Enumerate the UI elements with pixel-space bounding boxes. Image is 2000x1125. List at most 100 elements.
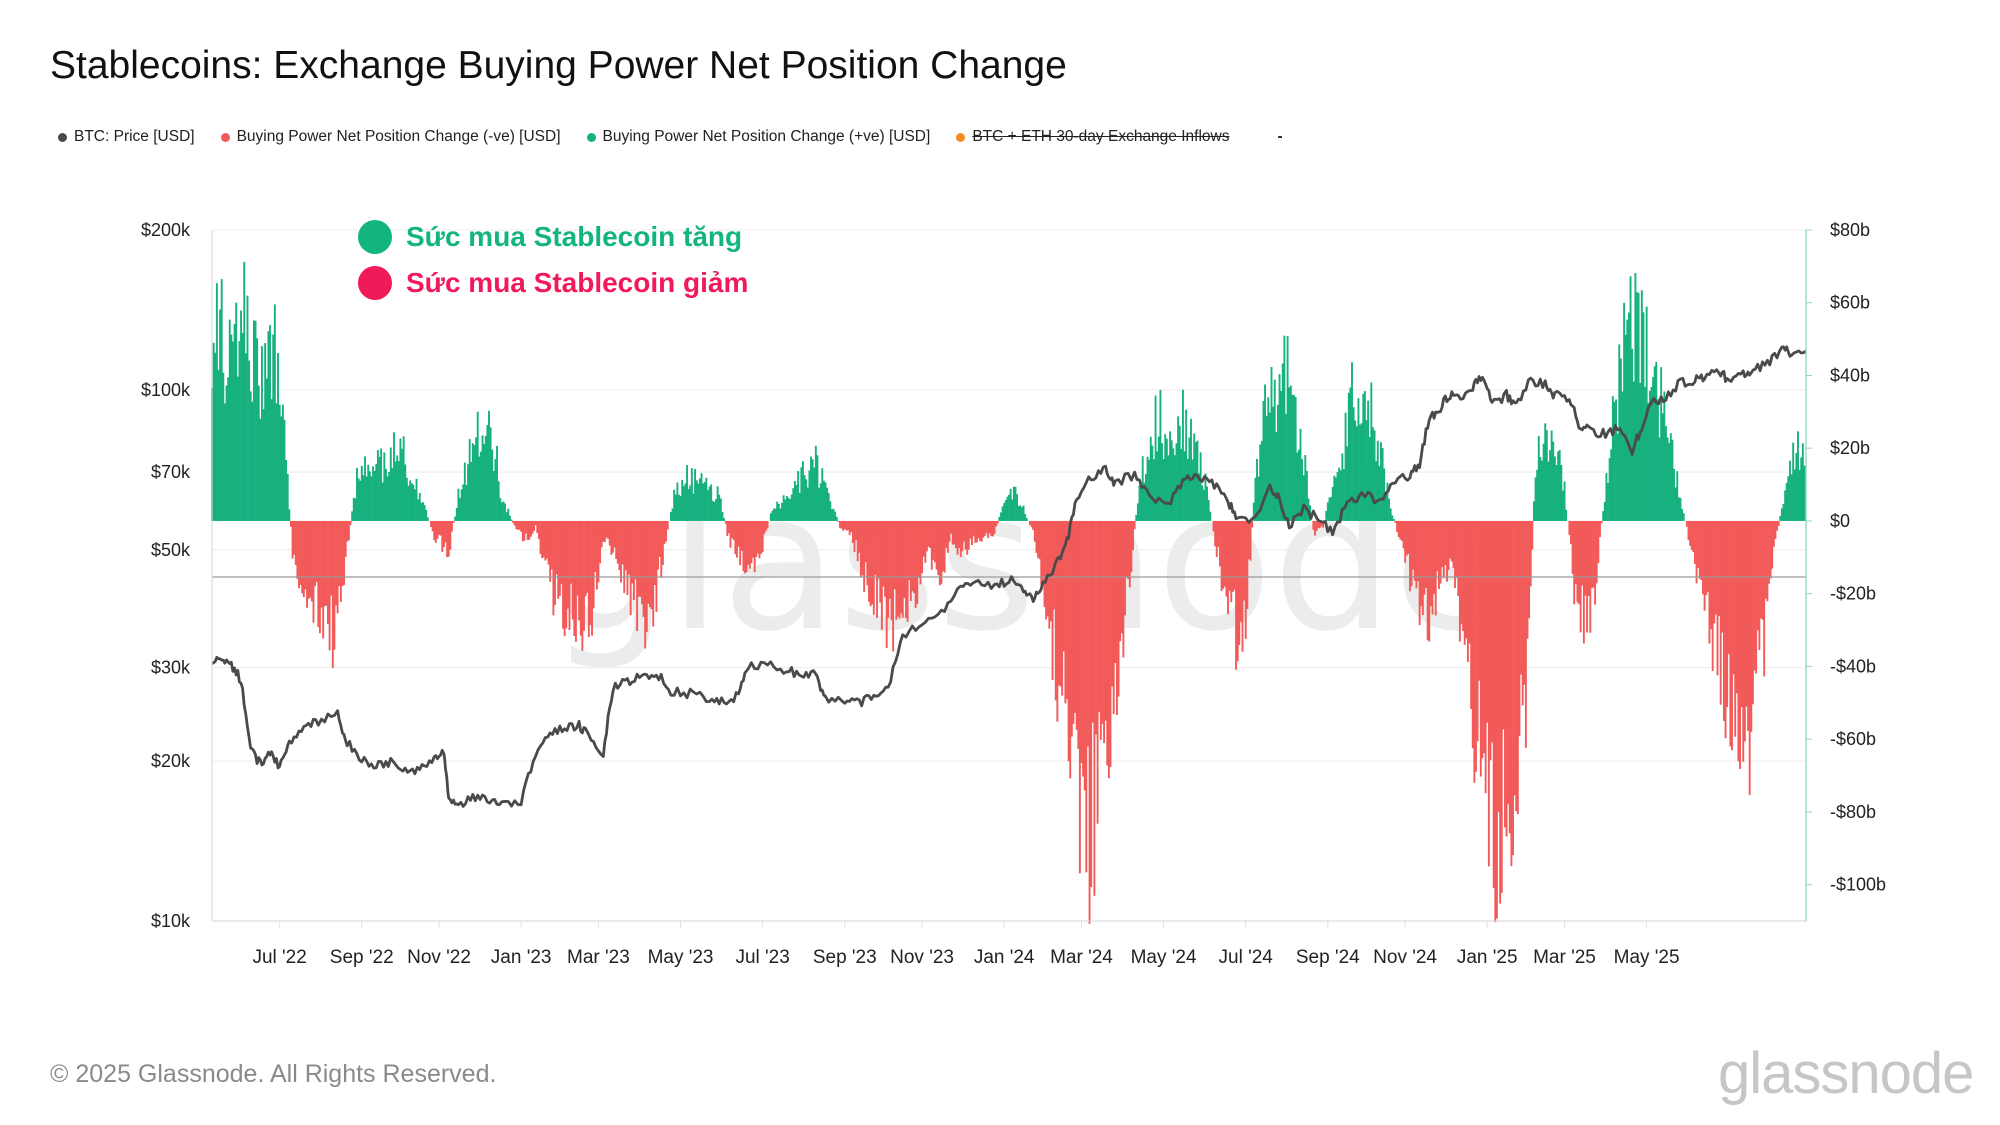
bar-positive bbox=[479, 451, 482, 521]
bar-positive bbox=[1658, 437, 1661, 521]
bar-positive bbox=[370, 476, 373, 521]
bar-negative bbox=[987, 520, 990, 539]
bar-negative bbox=[884, 520, 887, 597]
bar-negative bbox=[1130, 520, 1133, 573]
bar-negative bbox=[528, 520, 531, 540]
bar-positive bbox=[1325, 510, 1328, 521]
bar-positive bbox=[1344, 412, 1347, 521]
bar-positive bbox=[1549, 450, 1551, 521]
bar-negative bbox=[995, 520, 998, 527]
bar-positive bbox=[1797, 431, 1799, 521]
bar-positive bbox=[1257, 476, 1260, 521]
legend-item-exchange-inflows[interactable]: BTC + ETH 30-day Exchange Inflows bbox=[956, 128, 1229, 146]
bar-negative bbox=[302, 520, 305, 598]
bar-negative bbox=[1698, 520, 1701, 579]
bar-positive bbox=[1650, 386, 1653, 521]
bar-negative bbox=[1244, 520, 1247, 639]
bar-positive bbox=[488, 410, 490, 521]
bar-negative bbox=[610, 520, 613, 555]
bar-negative bbox=[1491, 520, 1494, 743]
bar-negative bbox=[1763, 520, 1766, 677]
bar-positive bbox=[1555, 465, 1558, 521]
bar-negative bbox=[293, 520, 296, 555]
bar-negative bbox=[317, 520, 320, 628]
bar-negative bbox=[1468, 520, 1471, 644]
bar-positive bbox=[288, 509, 291, 521]
bar-negative bbox=[1086, 520, 1089, 747]
bar-positive bbox=[678, 494, 680, 521]
bar-negative bbox=[1045, 520, 1048, 620]
bar-positive bbox=[1006, 496, 1009, 521]
bar-positive bbox=[388, 471, 391, 521]
bar-positive bbox=[230, 334, 233, 521]
legend-dot-icon bbox=[586, 132, 596, 142]
bar-positive bbox=[459, 498, 461, 521]
bar-positive bbox=[1347, 392, 1350, 521]
legend-item-negative-change[interactable]: Buying Power Net Position Change (-ve) [… bbox=[220, 128, 561, 146]
bar-positive bbox=[236, 376, 239, 521]
bar-negative bbox=[346, 520, 349, 542]
legend-item-positive-change[interactable]: Buying Power Net Position Change (+ve) [… bbox=[586, 128, 930, 146]
bar-positive bbox=[1674, 487, 1677, 521]
x-tick-label: May '23 bbox=[648, 947, 714, 968]
bar-positive bbox=[1254, 477, 1257, 521]
bar-negative bbox=[600, 520, 603, 548]
bar-positive bbox=[779, 508, 782, 521]
bar-negative bbox=[1483, 520, 1485, 754]
bar-negative bbox=[1412, 520, 1415, 570]
bar-negative bbox=[990, 520, 993, 537]
bar-negative bbox=[1452, 520, 1455, 568]
bar-negative bbox=[872, 520, 875, 615]
bar-positive bbox=[1191, 459, 1194, 521]
bar-negative bbox=[1122, 520, 1125, 658]
bar-negative bbox=[1128, 520, 1131, 588]
bar-positive bbox=[397, 461, 400, 521]
bar-negative bbox=[1249, 520, 1252, 561]
bar-negative bbox=[1400, 520, 1403, 541]
bar-negative bbox=[336, 520, 339, 614]
bar-positive bbox=[386, 476, 389, 521]
bar-positive bbox=[1004, 500, 1007, 521]
bar-positive bbox=[721, 511, 724, 521]
bar-negative bbox=[959, 520, 962, 558]
bar-negative bbox=[1225, 520, 1228, 597]
bar-positive bbox=[698, 478, 701, 521]
bar-positive bbox=[835, 516, 838, 521]
bar-negative bbox=[584, 520, 587, 597]
bar-positive bbox=[716, 486, 719, 521]
bar-positive bbox=[489, 427, 492, 521]
bar-negative bbox=[1061, 520, 1064, 696]
bar-negative bbox=[739, 520, 742, 566]
bar-positive bbox=[1202, 489, 1205, 521]
bar-positive bbox=[1389, 508, 1392, 521]
bar-positive bbox=[1557, 451, 1560, 521]
bar-negative bbox=[848, 520, 851, 536]
bar-negative bbox=[903, 520, 906, 598]
bar-negative bbox=[1070, 520, 1073, 737]
bar-positive bbox=[455, 507, 458, 521]
legend-item-btc-price[interactable]: BTC: Price [USD] bbox=[58, 128, 195, 146]
bar-positive bbox=[723, 518, 726, 521]
bar-positive bbox=[1381, 447, 1384, 521]
bar-negative bbox=[1067, 520, 1070, 762]
legend-dot-icon bbox=[956, 132, 966, 142]
bar-positive bbox=[1541, 460, 1543, 521]
bar-positive bbox=[700, 473, 703, 521]
bar-negative bbox=[1486, 520, 1489, 723]
bar-negative bbox=[1531, 520, 1534, 550]
bar-negative bbox=[1083, 520, 1086, 791]
bar-negative bbox=[1724, 520, 1727, 739]
bar-negative bbox=[583, 520, 585, 631]
bar-negative bbox=[930, 520, 933, 570]
bar-negative bbox=[979, 520, 982, 541]
bar-positive bbox=[718, 494, 721, 521]
x-tick-label: May '24 bbox=[1131, 947, 1197, 968]
legend-dot-icon bbox=[220, 132, 230, 142]
bar-negative bbox=[1222, 520, 1225, 589]
bar-negative bbox=[764, 520, 767, 531]
bar-negative bbox=[544, 520, 547, 561]
bar-negative bbox=[924, 520, 927, 563]
bar-positive bbox=[1355, 426, 1358, 521]
bar-positive bbox=[1793, 469, 1796, 521]
bar-positive bbox=[1259, 444, 1262, 521]
